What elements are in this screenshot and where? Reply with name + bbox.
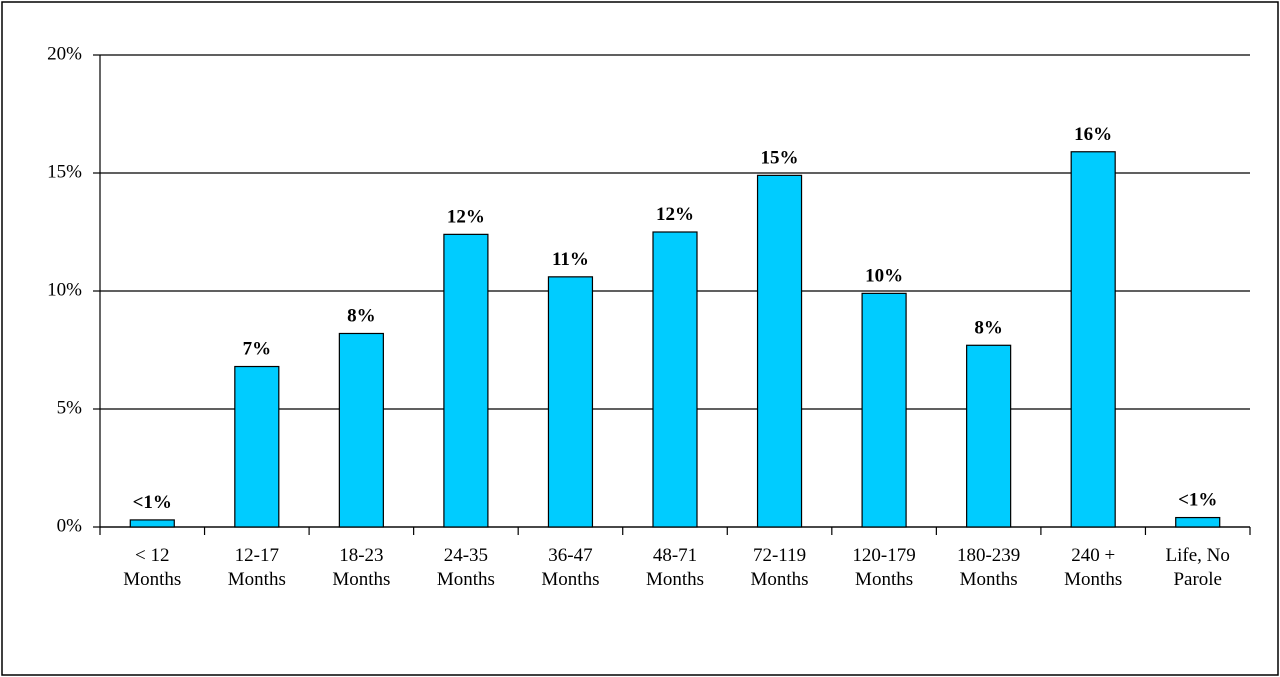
x-tick-label: 24-35 Months [437,545,495,590]
x-tick-label-line: 18-23 [339,545,383,566]
x-tick-label: 120-179 Months [852,545,915,590]
x-tick-label: 48-71 Months [646,545,704,590]
x-tick-label-line: 120-179 [852,545,915,566]
bar [1175,516,1221,528]
bar [861,292,907,528]
x-tick-label-line: Months [228,569,286,590]
x-tick-label-line: 240 + [1071,545,1115,566]
x-tick-label: Life, No Parole [1166,545,1230,590]
x-tick-label-line: Parole [1173,569,1222,590]
x-tick-label: 72-119 Months [751,545,809,590]
x-tick-label-line: Months [960,569,1018,590]
y-tick-label: 20% [47,43,82,64]
bar [443,233,489,528]
x-tick-label-line: 72-119 [753,545,806,566]
bar [756,174,803,528]
value-label: 7% [243,339,272,360]
x-tick-label-line: 180-239 [957,545,1020,566]
bar [966,344,1012,528]
x-tick-label: 36-47 Months [541,545,599,590]
value-label: 10% [865,265,903,286]
x-tick-label-line: Months [751,569,809,590]
value-label: 15% [761,147,799,168]
y-tick-label: 5% [57,397,83,418]
bar [547,276,594,528]
y-tick-label: 0% [57,515,83,536]
x-tick-label-line: Months [437,569,495,590]
x-tick-label-line: Months [1064,569,1122,590]
x-tick-label-line: 12-17 [235,545,279,566]
x-tick-label-line: Months [646,569,704,590]
bar [652,231,698,528]
x-tick-label: < 12 Months [123,545,181,590]
x-tick-label: 240 + Months [1064,545,1122,590]
bar [129,519,175,528]
value-label: 12% [656,204,694,225]
value-label: <1% [1178,490,1217,511]
x-tick-label-line: < 12 [135,545,169,566]
y-tick-label: 15% [47,161,82,182]
bar [234,365,280,528]
x-tick-label-line: 48-71 [653,545,697,566]
x-tick-label: 18-23 Months [332,545,390,590]
x-tick-label-line: Life, No [1166,545,1230,566]
x-tick-label-line: Months [332,569,390,590]
value-label: 16% [1074,124,1112,145]
bar [338,332,384,528]
x-tick-label-line: Months [541,569,599,590]
y-tick-label: 10% [47,279,82,300]
x-tick-label-line: Months [123,569,181,590]
value-label: 8% [974,317,1003,338]
x-tick-label: 12-17 Months [228,545,286,590]
value-label: 12% [447,206,485,227]
x-tick-label-line: 36-47 [548,545,592,566]
value-label: 8% [347,305,376,326]
value-label: 11% [552,249,589,270]
bar [1070,151,1116,528]
x-tick-label: 180-239 Months [957,545,1020,590]
x-tick-label-line: Months [855,569,913,590]
x-tick-label-line: 24-35 [444,545,488,566]
value-label: <1% [133,492,172,513]
